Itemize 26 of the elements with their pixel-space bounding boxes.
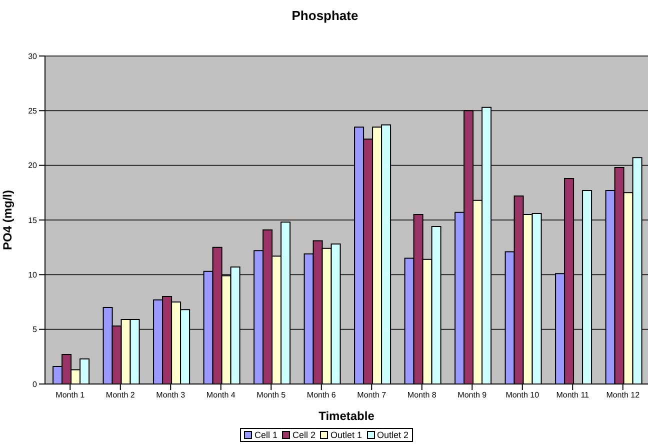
- y-tick-label: 10: [28, 270, 38, 280]
- x-tick-label: Month 7: [357, 390, 387, 400]
- x-tick-label: Month 8: [407, 390, 437, 400]
- chart-title: Phosphate: [290, 8, 360, 23]
- y-tick-label: 0: [32, 380, 38, 389]
- x-axis-title: Timetable: [318, 409, 375, 423]
- y-tick-label: 15: [28, 216, 38, 225]
- legend-label: Outlet 1: [329, 430, 362, 440]
- x-tick-label: Month 5: [256, 390, 286, 400]
- x-tick-label: Month 4: [206, 390, 236, 400]
- x-tick-label: Month 1: [56, 390, 86, 400]
- y-tick-label: 30: [28, 52, 38, 61]
- x-tick-label: Month 6: [306, 390, 336, 400]
- x-tick-label: Month 9: [458, 390, 488, 400]
- y-tick-label: 20: [28, 161, 38, 170]
- x-tick-label: Month 11: [556, 390, 590, 400]
- x-tick-label: Month 12: [606, 390, 640, 400]
- x-tick-label: Month 3: [156, 390, 186, 400]
- y-axis-title: PO4 (mg/l): [0, 190, 14, 250]
- y-tick-label: 5: [32, 325, 38, 334]
- x-tick-label: Month 2: [106, 390, 136, 400]
- x-tick-label: Month 10: [506, 390, 540, 400]
- legend-label: Cell 2: [291, 430, 316, 440]
- y-tick-label: 25: [28, 106, 38, 116]
- legend-label: Outlet 2: [376, 430, 409, 440]
- legend-label: Cell 1: [253, 430, 278, 440]
